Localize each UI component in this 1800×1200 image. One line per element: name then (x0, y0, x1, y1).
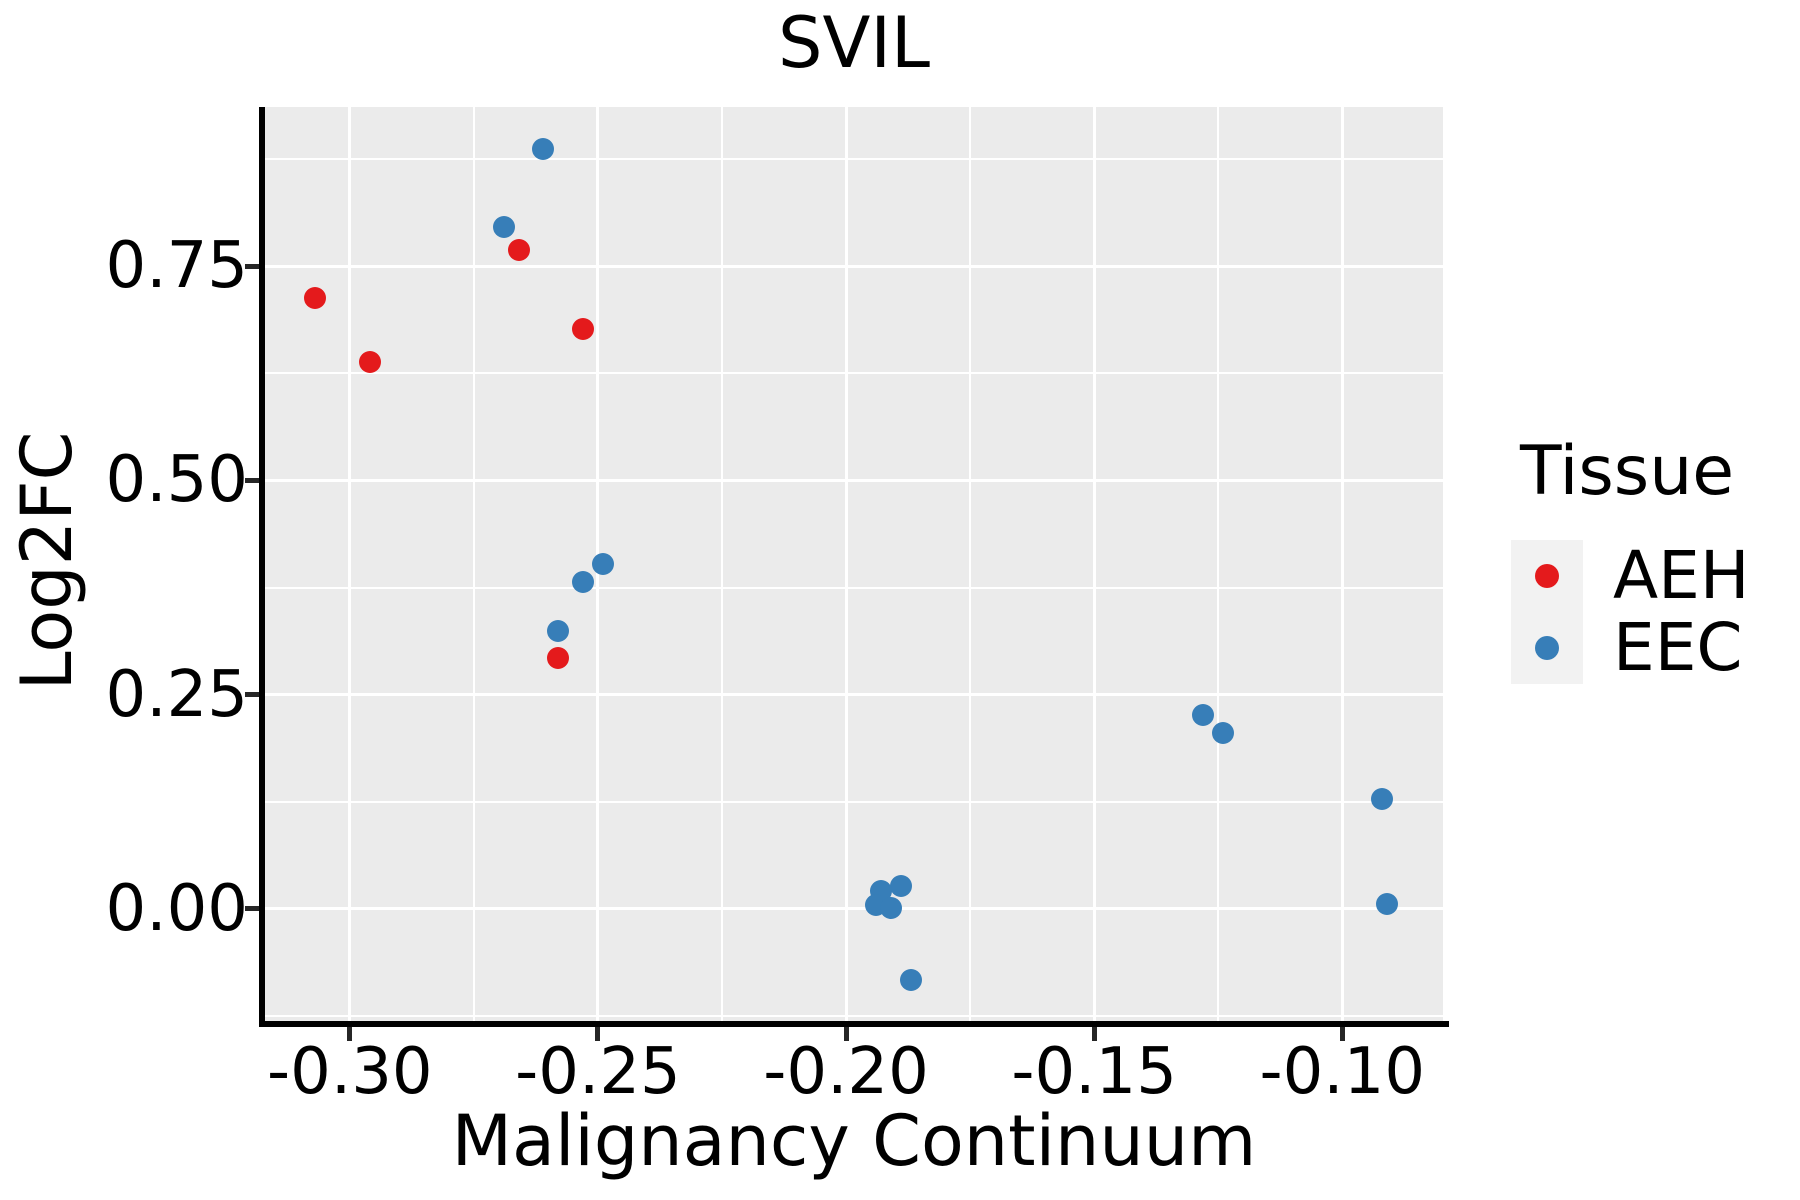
y-tick-mark (245, 692, 259, 698)
x-minor-gridline (1217, 107, 1220, 1021)
x-tick-mark (1091, 1027, 1097, 1041)
y-tick-mark (245, 263, 259, 269)
data-point-eec (1375, 892, 1398, 915)
y-minor-gridline (265, 586, 1443, 589)
y-tick-mark (245, 477, 259, 483)
x-tick-mark (595, 1027, 601, 1041)
data-point-eec (532, 137, 555, 160)
data-point-eec (591, 553, 614, 576)
legend-key-box (1511, 612, 1583, 684)
y-tick-label: 0.50 (105, 443, 249, 518)
y-axis-spine (259, 107, 265, 1027)
data-point-eec (1212, 722, 1235, 745)
x-major-gridline (844, 107, 848, 1021)
x-axis-spine (259, 1021, 1449, 1027)
x-major-gridline (1092, 107, 1096, 1021)
data-point-aeh (304, 287, 327, 310)
y-minor-gridline (265, 372, 1443, 375)
legend-aeh-dot-icon (1535, 564, 1559, 588)
legend: AEH EEC (1511, 540, 1800, 684)
data-point-eec (879, 896, 902, 919)
x-tick-mark (347, 1027, 353, 1041)
data-point-eec (889, 874, 912, 897)
x-major-gridline (1340, 107, 1344, 1021)
y-major-gridline (265, 264, 1443, 268)
legend-key-box (1511, 540, 1583, 612)
y-minor-gridline (265, 158, 1443, 161)
legend-entry-aeh: AEH (1511, 540, 1800, 612)
y-tick-mark (245, 906, 259, 912)
data-point-eec (572, 570, 595, 593)
x-tick-label: -0.30 (267, 1035, 433, 1109)
y-major-gridline (265, 907, 1443, 911)
x-minor-gridline (721, 107, 723, 1021)
data-point-eec (492, 215, 515, 238)
legend-eec-dot-icon (1535, 636, 1559, 660)
y-minor-gridline (265, 800, 1443, 803)
data-point-aeh (358, 351, 381, 374)
legend-label-aeh: AEH (1613, 537, 1750, 614)
x-tick-mark (843, 1027, 849, 1041)
chart-title: SVIL (778, 2, 930, 84)
data-point-eec (1370, 788, 1393, 811)
data-point-aeh (547, 646, 570, 669)
x-tick-label: -0.15 (1011, 1035, 1177, 1109)
x-minor-gridline (472, 107, 475, 1021)
x-axis-label: Malignancy Continuum (451, 1100, 1257, 1182)
y-axis-label: Log2FC (6, 431, 88, 691)
data-point-eec (1192, 704, 1215, 727)
y-tick-label: 0.75 (105, 229, 249, 304)
data-point-aeh (507, 239, 530, 262)
plot-panel (265, 107, 1443, 1021)
y-major-gridline (265, 478, 1443, 482)
y-minor-gridline (265, 1014, 1443, 1017)
legend-title: Tissue (1520, 432, 1735, 511)
x-tick-label: -0.20 (763, 1035, 929, 1109)
x-tick-label: -0.10 (1259, 1035, 1426, 1109)
data-point-aeh (572, 317, 595, 340)
data-point-eec (547, 620, 570, 643)
x-minor-gridline (969, 107, 972, 1021)
x-tick-label: -0.25 (515, 1035, 681, 1109)
x-major-gridline (348, 107, 352, 1021)
data-point-eec (899, 968, 922, 991)
legend-entry-eec: EEC (1511, 612, 1800, 684)
y-major-gridline (265, 693, 1443, 697)
x-tick-mark (1339, 1027, 1345, 1041)
y-tick-label: 0.25 (105, 657, 249, 732)
legend-label-eec: EEC (1613, 609, 1743, 686)
y-tick-label: 0.00 (105, 871, 249, 946)
